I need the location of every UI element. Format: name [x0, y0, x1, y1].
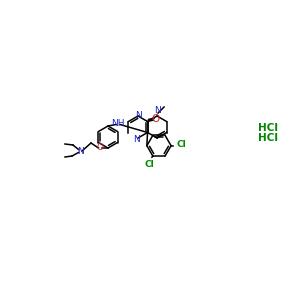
Text: Cl: Cl [144, 160, 154, 169]
Text: N: N [134, 134, 140, 143]
Text: O: O [152, 115, 160, 124]
Text: Cl: Cl [176, 140, 186, 149]
Text: N: N [154, 106, 160, 115]
Text: O: O [97, 143, 104, 152]
Text: N: N [136, 110, 142, 119]
Text: HCl: HCl [258, 133, 278, 143]
Text: N: N [76, 146, 83, 155]
Text: NH: NH [111, 119, 125, 128]
Text: HCl: HCl [258, 123, 278, 133]
